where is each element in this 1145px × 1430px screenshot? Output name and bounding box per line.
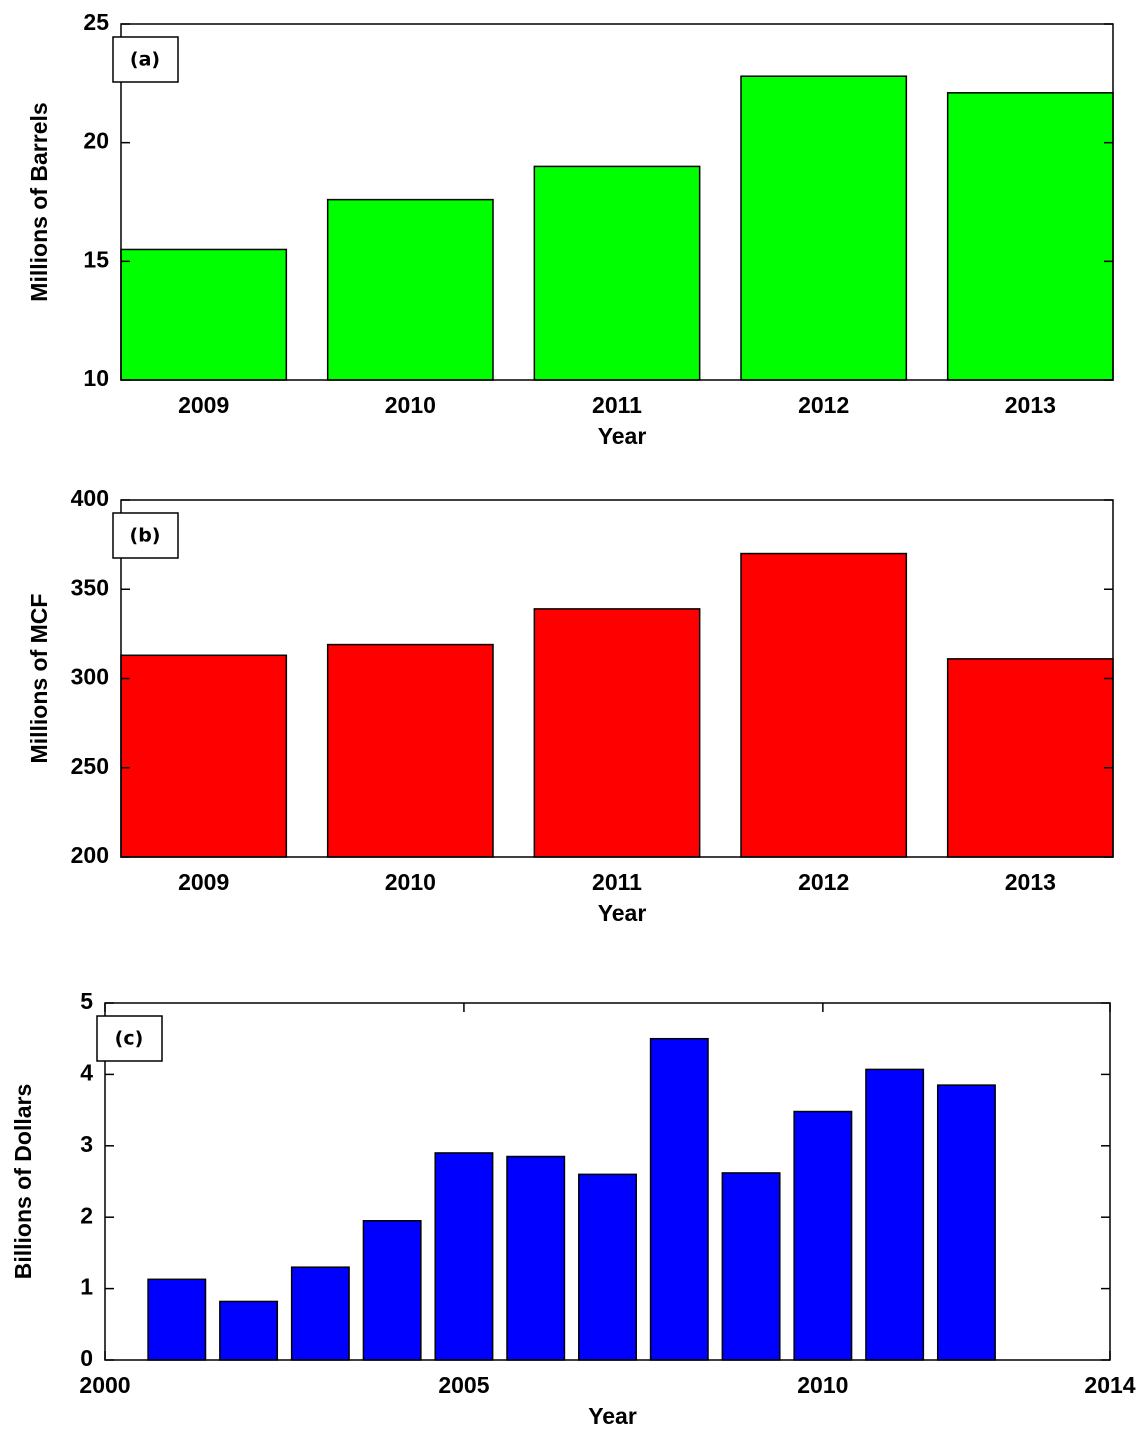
- y-tick-label: 15: [83, 246, 109, 272]
- x-tick-label: 2014: [1084, 1372, 1135, 1398]
- y-tick-label: 200: [71, 842, 109, 868]
- x-tick-label: 2010: [385, 392, 436, 418]
- y-tick-label: 2: [80, 1202, 93, 1228]
- y-axis-label: Millions of MCF: [26, 594, 52, 764]
- y-tick-label: 4: [80, 1059, 93, 1085]
- plot-frame: [120, 23, 1114, 381]
- y-tick-label: 250: [71, 753, 109, 779]
- bar: [326, 198, 494, 381]
- bar: [936, 1084, 996, 1361]
- y-axis-label: Millions of Barrels: [26, 102, 52, 301]
- x-tick-label: 2009: [178, 869, 229, 895]
- bar: [326, 643, 494, 858]
- x-axis-label: Year: [598, 423, 647, 449]
- bar: [946, 658, 1114, 858]
- bar: [120, 654, 288, 858]
- bar: [740, 552, 908, 858]
- panel-label-box: [112, 36, 179, 83]
- plot-frame: [120, 499, 1114, 858]
- panel-label: (c): [115, 1028, 144, 1050]
- panel-label: (a): [130, 49, 160, 71]
- y-tick-label: 300: [71, 664, 109, 690]
- x-axis-label: Year: [598, 900, 647, 926]
- y-tick-label: 400: [71, 485, 109, 511]
- x-axis-label: Year: [588, 1403, 637, 1429]
- bar: [649, 1037, 709, 1361]
- x-tick-label: 2012: [798, 392, 849, 418]
- bar: [362, 1220, 422, 1361]
- y-tick-label: 1: [80, 1274, 93, 1300]
- x-tick-label: 2011: [592, 869, 642, 895]
- x-tick-label: 2010: [385, 869, 436, 895]
- x-tick-label: 2005: [438, 1372, 489, 1398]
- x-tick-label: 2013: [1005, 392, 1056, 418]
- bar: [290, 1266, 350, 1361]
- x-tick-label: 2009: [178, 392, 229, 418]
- bar: [946, 92, 1114, 381]
- y-tick-label: 350: [71, 574, 109, 600]
- x-tick-label: 2011: [592, 392, 642, 418]
- x-tick-label: 2010: [797, 1372, 848, 1398]
- y-tick-label: 3: [80, 1131, 93, 1157]
- bar: [120, 248, 288, 381]
- bar: [506, 1155, 566, 1361]
- plot-frame: [104, 1002, 1111, 1361]
- bar: [219, 1300, 279, 1361]
- bar: [865, 1068, 925, 1361]
- panel-label: (b): [130, 525, 161, 547]
- bar: [533, 165, 701, 381]
- y-tick-label: 25: [83, 9, 109, 35]
- x-tick-label: 2000: [79, 1372, 130, 1398]
- y-axis-label: Billions of Dollars: [10, 1084, 36, 1280]
- panel-label-box: [96, 1015, 163, 1062]
- bar: [533, 608, 701, 858]
- bar: [434, 1152, 494, 1361]
- bar: [147, 1278, 207, 1361]
- y-tick-label: 20: [83, 128, 109, 154]
- bar: [578, 1173, 637, 1361]
- bar: [740, 75, 908, 381]
- x-tick-label: 2012: [798, 869, 849, 895]
- panel-label-box: [112, 512, 179, 559]
- y-tick-label: 5: [80, 988, 93, 1014]
- bar: [721, 1172, 781, 1361]
- y-tick-label: 10: [83, 365, 109, 391]
- bar: [793, 1110, 853, 1361]
- y-tick-label: 0: [80, 1345, 93, 1371]
- x-tick-label: 2013: [1005, 869, 1056, 895]
